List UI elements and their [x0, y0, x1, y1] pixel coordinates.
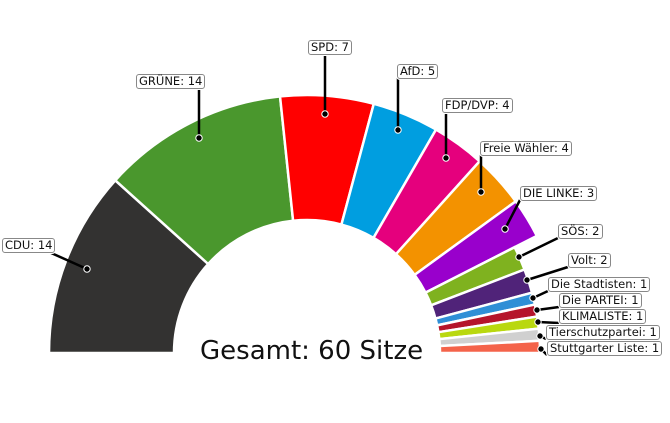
data-label: CDU: 14: [2, 238, 56, 253]
data-label: Die PARTEI: 1: [559, 293, 642, 308]
slice-stuttgarter-liste: [438, 339, 542, 355]
label-dot: [83, 265, 91, 273]
total-label: Gesamt: 60 Sitze: [200, 336, 424, 366]
label-dot: [321, 110, 329, 118]
data-label: Stuttgarter Liste: 1: [547, 341, 663, 356]
slice-grüne: [113, 95, 295, 266]
data-label: SÖS: 2: [558, 224, 603, 239]
leader-line: [503, 199, 522, 230]
label-dot: [394, 126, 402, 134]
data-label: Freie Wähler: 4: [480, 141, 572, 156]
label-dot: [442, 154, 450, 162]
label-dot: [534, 318, 542, 326]
data-label: DIE LINKE: 3: [520, 186, 598, 201]
label-dot: [537, 345, 545, 353]
label-dot: [515, 253, 523, 261]
data-label: GRÜNE: 14: [136, 74, 206, 89]
label-dot: [529, 294, 537, 302]
label-dot: [501, 225, 509, 233]
label-dot: [533, 306, 541, 314]
data-label: Volt: 2: [568, 253, 611, 268]
data-label: Die Stadtisten: 1: [548, 277, 651, 292]
data-label: Tierschutzpartei: 1: [546, 325, 660, 340]
leader-line: [526, 265, 569, 282]
leader-line: [48, 250, 88, 271]
data-label: KLIMALISTE: 1: [559, 309, 647, 324]
data-label: SPD: 7: [308, 40, 352, 55]
label-dot: [523, 276, 531, 284]
label-dot: [477, 188, 485, 196]
leader-line: [518, 236, 559, 259]
slice-cdu: [47, 178, 210, 355]
label-dot: [536, 332, 544, 340]
data-label: AfD: 5: [397, 64, 439, 79]
data-label: FDP/DVP: 4: [442, 98, 513, 113]
label-dot: [195, 134, 203, 142]
leader-line: [536, 305, 560, 312]
